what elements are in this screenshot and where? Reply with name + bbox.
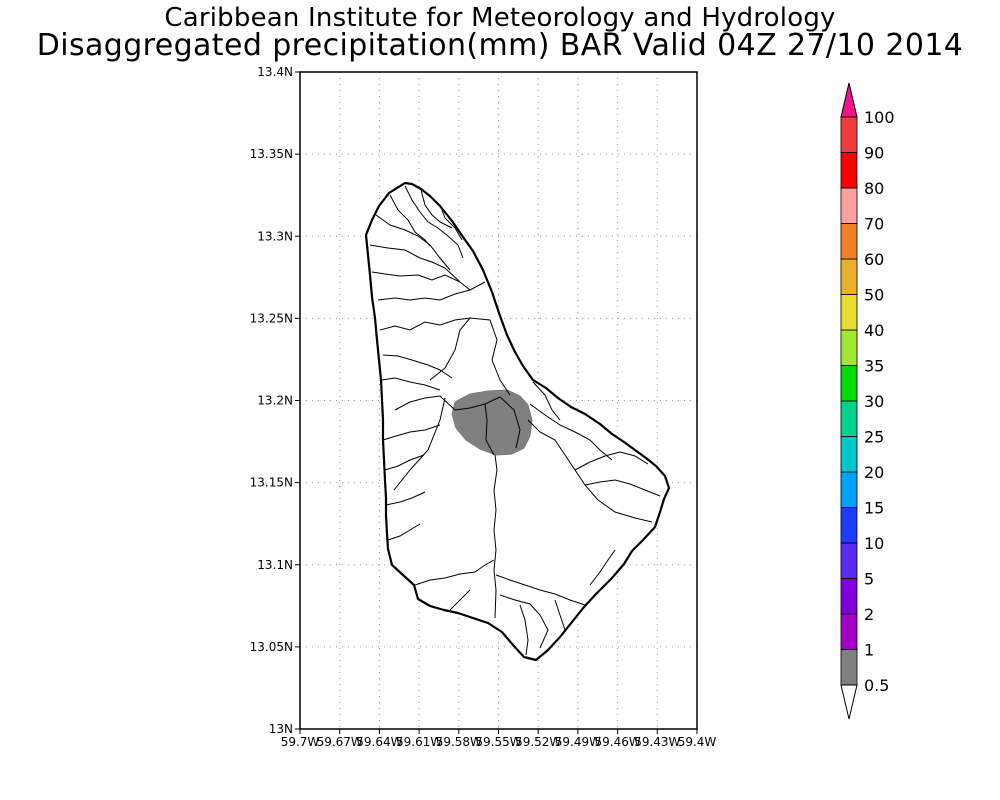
colorbar-label: 60: [864, 250, 884, 269]
colorbar-label: 40: [864, 321, 884, 340]
y-tick-label: 13.25N: [250, 311, 293, 325]
colorbar-top-arrow: [840, 82, 858, 118]
catchment-boundaries: [369, 185, 661, 656]
x-tick-label: 59.49W: [555, 735, 601, 749]
colorbar-label: 25: [864, 428, 884, 447]
y-tick-label: 13.3N: [257, 229, 293, 243]
colorbar-label: 30: [864, 392, 884, 411]
x-tick-label: 59.55W: [475, 735, 521, 749]
x-tick-label: 59.52W: [515, 735, 561, 749]
colorbar-box: [840, 223, 858, 260]
colorbar-box: [840, 471, 858, 508]
y-tick-label: 13.05N: [250, 640, 293, 654]
x-tick-label: 59.64W: [356, 735, 402, 749]
colorbar-box: [840, 613, 858, 650]
colorbar-box: [840, 116, 858, 153]
colorbar-box: [840, 294, 858, 331]
colorbar-box: [840, 507, 858, 544]
x-tick-label: 59.67W: [317, 735, 363, 749]
colorbar-box: [840, 329, 858, 366]
colorbar-label: 70: [864, 215, 884, 234]
colorbar-label: 1: [864, 641, 874, 660]
y-tick-label: 13.15N: [250, 476, 293, 490]
colorbar-label: 15: [864, 499, 884, 518]
colorbar-box: [840, 649, 858, 686]
colorbar-label: 100: [864, 108, 895, 127]
colorbar-box: [840, 400, 858, 437]
colorbar-box: [840, 187, 858, 224]
colorbar-box: [840, 542, 858, 579]
colorbar-label: 35: [864, 357, 884, 376]
x-tick-label: 59.4W: [678, 735, 717, 749]
y-tick-label: 13.1N: [257, 558, 293, 572]
colorbar-box: [840, 152, 858, 189]
colorbar-label: 20: [864, 463, 884, 482]
x-tick-label: 59.46W: [594, 735, 640, 749]
colorbar-label: 10: [864, 534, 884, 553]
colorbar-label: 0.5: [864, 676, 889, 695]
title-line-2: Disaggregated precipitation(mm) BAR Vali…: [36, 28, 964, 63]
x-tick-label: 59.61W: [396, 735, 442, 749]
y-tick-label: 13.4N: [257, 65, 293, 79]
rainfall-area: [451, 389, 533, 456]
x-tick-label: 59.43W: [634, 735, 680, 749]
colorbar-box: [840, 365, 858, 402]
colorbar-label: 50: [864, 286, 884, 305]
colorbar-label: 90: [864, 144, 884, 163]
y-tick-label: 13.35N: [250, 147, 293, 161]
colorbar-box: [840, 578, 858, 615]
colorbar-box: [840, 258, 858, 295]
x-axis-ticks: 59.7W59.67W59.64W59.61W59.58W59.55W59.52…: [281, 729, 717, 749]
colorbar-box: [840, 436, 858, 473]
title-line-1: Caribbean Institute for Meteorology and …: [164, 3, 836, 33]
colorbar-label: 5: [864, 570, 874, 589]
y-axis-ticks: 13N 13.05N 13.1N 13.15N 13.2N 13.25N 13.3N 13.3…: [250, 65, 300, 736]
colorbar-bottom-arrow: [840, 684, 858, 720]
colorbar-label: 2: [864, 605, 874, 624]
island-barbados: [364, 181, 671, 662]
x-tick-label: 59.7W: [281, 735, 320, 749]
colorbar-label: 80: [864, 179, 884, 198]
y-tick-label: 13.2N: [257, 394, 293, 408]
x-tick-label: 59.58W: [436, 735, 482, 749]
y-tick-label: 13N: [269, 722, 293, 736]
